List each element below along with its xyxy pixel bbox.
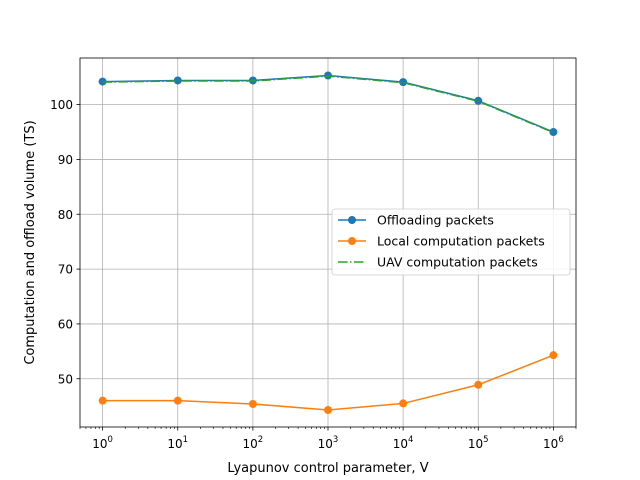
x-axis-label: Lyapunov control parameter, V	[227, 461, 428, 476]
data-point	[399, 78, 408, 87]
series-local-computation-packets	[98, 351, 558, 415]
data-point	[248, 399, 257, 408]
x-tick-label: 103	[318, 435, 339, 451]
x-tick-label: 101	[167, 435, 188, 451]
data-point	[399, 399, 408, 408]
x-tick-label: 105	[468, 435, 489, 451]
y-tick-label: 90	[58, 153, 73, 167]
y-tick-label: 50	[58, 372, 73, 386]
data-point	[549, 351, 558, 360]
x-tick-label: 102	[243, 435, 264, 451]
x-tick-label: 104	[393, 435, 414, 451]
legend-entry: Local computation packets	[338, 234, 545, 249]
legend-swatch-marker	[348, 216, 356, 224]
legend-entry: UAV computation packets	[338, 255, 538, 270]
legend-label: UAV computation packets	[377, 255, 538, 270]
x-tick-label: 100	[92, 435, 113, 451]
ticks: 100 101 102 103 104 105 106 50 60 70 80 90 100	[50, 98, 577, 451]
series-layer	[98, 71, 558, 415]
legend-label: Offloading packets	[377, 213, 494, 228]
y-tick-label: 60	[58, 317, 73, 331]
data-point	[173, 396, 182, 405]
legend-label: Local computation packets	[377, 234, 545, 249]
y-axis-label: Computation and offload volume (TS)	[23, 120, 38, 364]
data-point	[98, 396, 107, 405]
series-line	[102, 75, 554, 134]
y-tick-label: 100	[50, 98, 73, 112]
data-point	[324, 406, 332, 415]
data-point	[474, 380, 483, 389]
data-point	[549, 128, 558, 137]
legend-swatch-marker	[348, 237, 356, 245]
y-tick-label: 70	[58, 263, 73, 277]
legend: Offloading packets Local computation pack…	[331, 208, 571, 276]
data-point	[173, 76, 182, 85]
legend-box	[331, 208, 571, 276]
legend-entry: Offloading packets	[338, 213, 494, 228]
series-uav-computation-packets	[102, 75, 554, 134]
x-tick-label: 106	[543, 435, 564, 451]
y-tick-label: 80	[58, 208, 73, 222]
